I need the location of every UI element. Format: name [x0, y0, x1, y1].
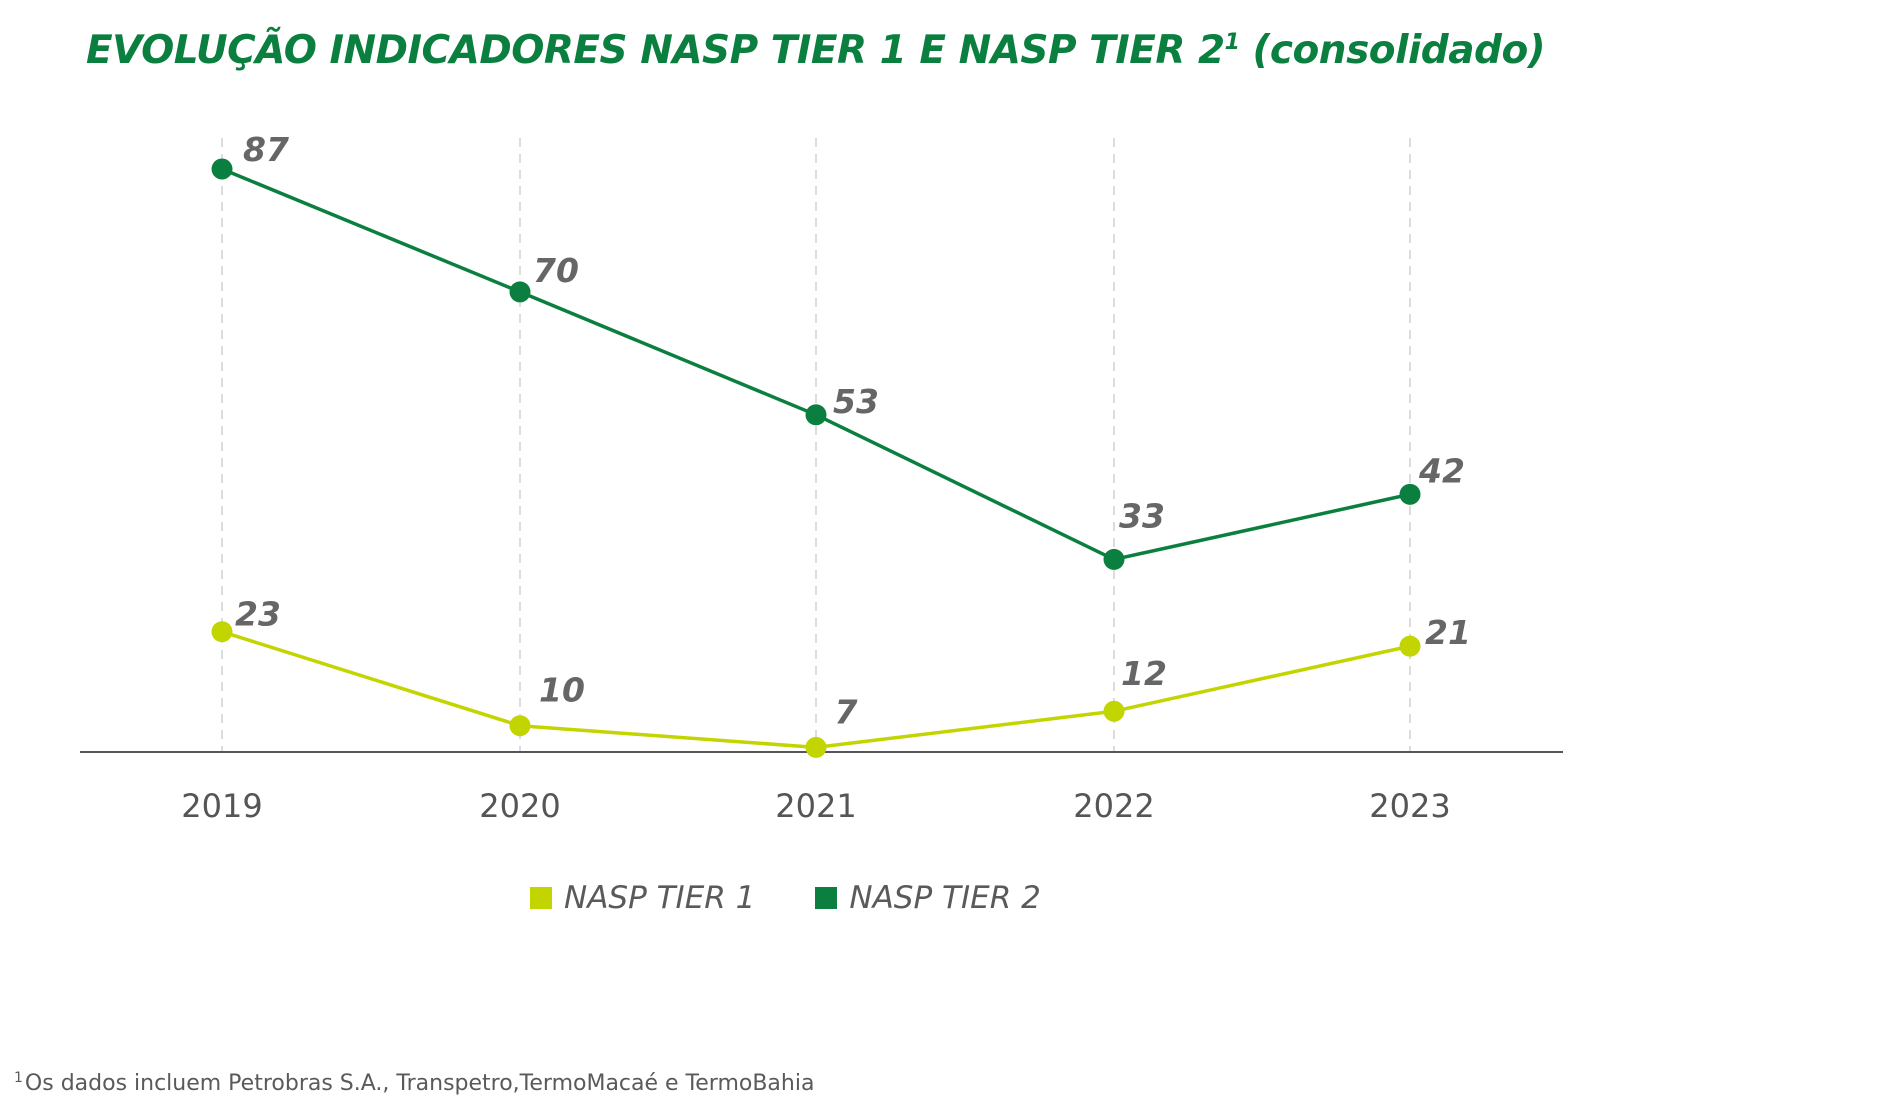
data-point-tier2-2021 — [805, 404, 827, 426]
data-label-tier2-2020: 70 — [533, 251, 579, 290]
chart-legend: NASP TIER 1 NASP TIER 2 — [530, 880, 1101, 916]
footnote-marker: 1 — [14, 1069, 23, 1086]
data-label-tier2-2022: 33 — [1119, 496, 1165, 535]
chart-title: EVOLUÇÃO INDICADORES NASP TIER 1 E NASP … — [86, 28, 1546, 73]
data-label-tier2-2019: 87 — [243, 130, 289, 169]
legend-swatch-tier2 — [815, 887, 838, 909]
data-label-tier1-2019: 23 — [235, 595, 281, 634]
x-tick-label-2023: 2023 — [1369, 787, 1450, 825]
x-tick-label-2021: 2021 — [775, 787, 856, 825]
data-label-tier1-2023: 21 — [1425, 613, 1471, 652]
data-point-tier1-2023 — [1399, 635, 1421, 657]
data-label-tier1-2020: 10 — [539, 671, 585, 710]
data-point-tier1-2022 — [1103, 700, 1125, 722]
data-label-tier2-2023: 42 — [1418, 451, 1465, 490]
data-point-tier2-2022 — [1103, 548, 1125, 570]
data-point-tier1-2019 — [211, 621, 233, 643]
data-point-tier2-2023 — [1399, 483, 1421, 505]
data-point-tier2-2019 — [211, 158, 233, 180]
chart-title-footnote-marker: 1 — [1224, 30, 1240, 55]
x-tick-label-2019: 2019 — [181, 787, 262, 825]
x-tick-label-2020: 2020 — [479, 787, 560, 825]
footnote-text: Os dados incluem Petrobras S.A., Transpe… — [24, 1071, 815, 1096]
line-chart: 2019 2020 2021 2022 2023 23 10 7 12 21 87 70 53 33 42 — [80, 130, 1563, 825]
data-point-tier2-2020 — [509, 281, 531, 303]
data-label-tier2-2021: 53 — [833, 382, 879, 421]
data-point-tier1-2021 — [805, 736, 827, 758]
legend-item-tier1: NASP TIER 1 — [530, 880, 755, 916]
data-label-tier1-2022: 12 — [1121, 654, 1167, 693]
legend-label-tier1: NASP TIER 1 — [564, 880, 756, 916]
data-point-tier1-2020 — [509, 715, 531, 737]
chart-title-suffix: (consolidado) — [1239, 28, 1546, 73]
legend-label-tier2: NASP TIER 2 — [849, 880, 1041, 916]
legend-item-tier2: NASP TIER 2 — [815, 880, 1041, 916]
footnote: 1Os dados incluem Petrobras S.A., Transp… — [14, 1071, 814, 1096]
chart-title-text: EVOLUÇÃO INDICADORES NASP TIER 1 E NASP … — [86, 28, 1225, 73]
legend-swatch-tier1 — [530, 887, 552, 909]
data-label-tier1-2021: 7 — [835, 692, 858, 731]
x-tick-label-2022: 2022 — [1073, 787, 1154, 825]
